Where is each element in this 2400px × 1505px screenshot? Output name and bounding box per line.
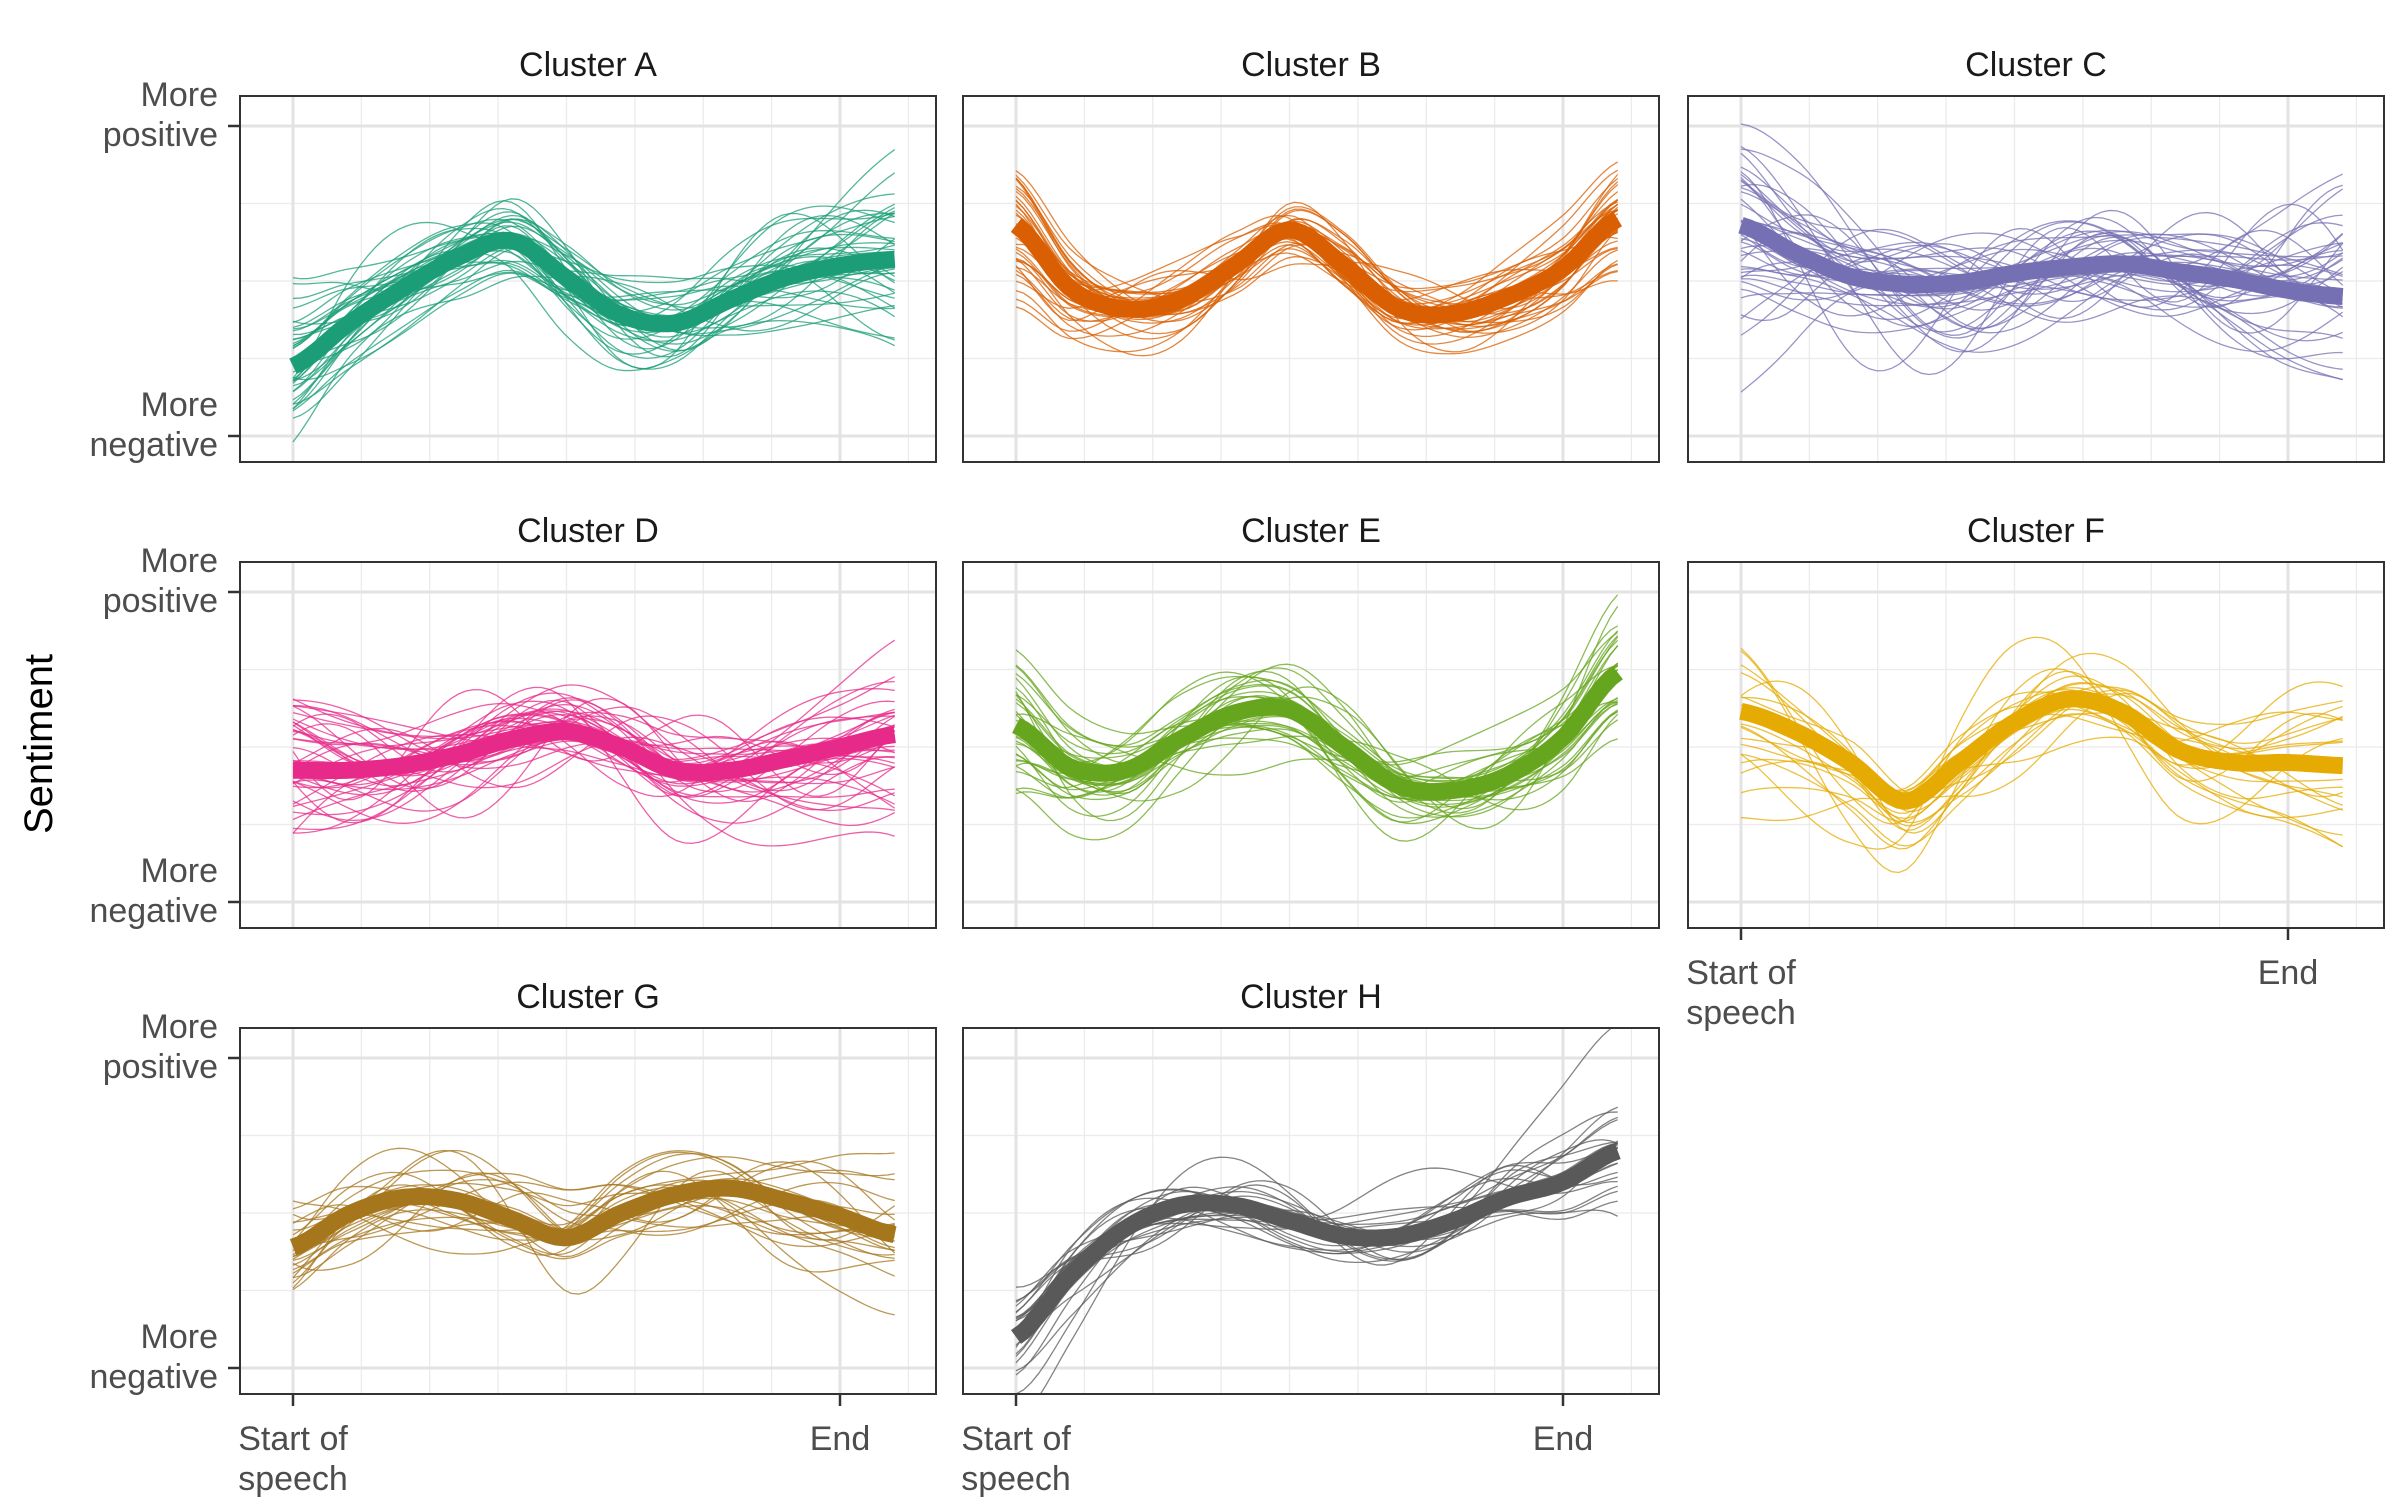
individual-curve xyxy=(292,706,896,792)
individual-curve xyxy=(1740,686,2343,814)
individual-curve xyxy=(292,1152,895,1232)
individual-curve xyxy=(1740,736,2343,822)
individual-curve xyxy=(1015,252,1618,324)
individual-curve xyxy=(1740,148,2343,330)
y-tick-label: More positive xyxy=(103,542,218,620)
individual-curve xyxy=(1740,220,2343,307)
individual-curve xyxy=(292,1151,895,1259)
individual-curve xyxy=(1740,220,2343,317)
individual-curve xyxy=(1740,173,2343,334)
gridlines xyxy=(240,562,936,928)
individual-curve xyxy=(292,711,895,783)
individual-curve xyxy=(1015,649,1618,800)
facet-title: Cluster A xyxy=(519,46,657,84)
gridlines xyxy=(963,96,1659,462)
x-tick-label: End xyxy=(810,1420,871,1458)
x-tick-label: Start of speech xyxy=(238,1420,348,1498)
individual-curve xyxy=(1015,1171,1618,1313)
cluster-mean-curve xyxy=(1010,211,1623,324)
facet-title: Cluster F xyxy=(1967,512,2105,550)
individual-curve xyxy=(1740,685,2343,847)
individual-curve xyxy=(1740,249,2343,308)
facet-cluster-b: Cluster B xyxy=(962,46,1660,463)
facet-title: Cluster C xyxy=(1965,46,2107,84)
individual-curve xyxy=(1039,1116,1618,1394)
individual-curve xyxy=(1015,630,1619,780)
panel-border xyxy=(962,1027,1660,1395)
panel-border xyxy=(962,561,1660,929)
individual-curve xyxy=(292,1161,895,1242)
panel-border xyxy=(1687,561,2385,929)
facet-title: Cluster E xyxy=(1241,512,1381,550)
individual-curve xyxy=(1015,209,1618,340)
individual-curve xyxy=(1740,230,2343,310)
individual-curve xyxy=(292,232,895,381)
cluster-mean-curve xyxy=(1738,217,2344,305)
facet-title: Cluster D xyxy=(517,512,659,550)
panel-border xyxy=(239,1027,937,1395)
individual-curve xyxy=(1015,631,1619,766)
panel-border xyxy=(962,95,1660,463)
x-tick-label: Start of speech xyxy=(1686,954,1796,1032)
facet-cluster-f: Cluster F Start of speech End xyxy=(1686,512,2385,1032)
cluster-mean-curve xyxy=(292,722,896,781)
cluster-mean-curve xyxy=(289,1179,897,1256)
x-tick-label: End xyxy=(1533,1420,1594,1458)
facet-cluster-e: Cluster E xyxy=(962,512,1660,929)
individual-curve xyxy=(292,272,895,443)
y-axis-title: Sentiment xyxy=(17,654,61,834)
cluster-mean-curve xyxy=(1012,665,1623,801)
individual-curve xyxy=(292,1149,896,1295)
individual-curve xyxy=(1740,636,2343,850)
individual-curve xyxy=(1740,238,2343,306)
individual-curve xyxy=(292,247,895,405)
individual-curve xyxy=(1015,696,1618,823)
individual-curve xyxy=(292,250,895,372)
individual-curve xyxy=(1740,255,2343,393)
facet-cluster-g: Cluster G More positive More negative Start o… xyxy=(89,978,937,1498)
facet-cluster-d: Cluster D More positive More negative xyxy=(89,512,937,930)
individual-curve xyxy=(292,699,895,827)
individual-curve xyxy=(292,149,896,347)
y-tick-label: More positive xyxy=(103,76,218,154)
y-tick-label: More negative xyxy=(89,1318,218,1396)
individual-curve xyxy=(1015,170,1619,326)
y-tick-label: More negative xyxy=(89,852,218,930)
facet-cluster-h: Cluster H Start of speech End xyxy=(961,978,1660,1498)
individual-curve xyxy=(1740,180,2343,319)
individual-curve xyxy=(292,711,895,824)
facet-cluster-a: Cluster A More positive More negative xyxy=(89,46,937,464)
individual-curve xyxy=(1015,710,1619,800)
y-tick-label: More positive xyxy=(103,1008,218,1086)
y-tick-label: More negative xyxy=(89,386,218,464)
cluster-mean-curve xyxy=(1010,1143,1621,1344)
individual-speech-curves xyxy=(1740,636,2344,874)
individual-curve xyxy=(1740,171,2344,372)
panel-border xyxy=(1687,95,2385,463)
cluster-mean-curve xyxy=(289,231,896,374)
individual-curve xyxy=(292,1178,895,1262)
individual-curve xyxy=(292,212,896,370)
x-tick-label: Start of speech xyxy=(961,1420,1071,1498)
individual-curve xyxy=(292,1160,896,1289)
individual-curve xyxy=(1740,650,2343,874)
individual-curve xyxy=(1015,1028,1613,1355)
panel-border xyxy=(239,95,937,463)
facet-title: Cluster H xyxy=(1240,978,1382,1016)
individual-curve xyxy=(292,1181,895,1245)
facet-cluster-c: Cluster C xyxy=(1687,46,2385,463)
individual-curve xyxy=(292,710,896,822)
individual-curve xyxy=(292,684,895,816)
x-tick-label: End xyxy=(2258,954,2319,992)
facet-title: Cluster B xyxy=(1241,46,1381,84)
cluster-mean-curve xyxy=(1739,690,2344,810)
panel-border xyxy=(239,561,937,929)
facet-title: Cluster G xyxy=(516,978,660,1016)
individual-curve xyxy=(1015,1141,1618,1314)
individual-curve xyxy=(1740,179,2343,295)
